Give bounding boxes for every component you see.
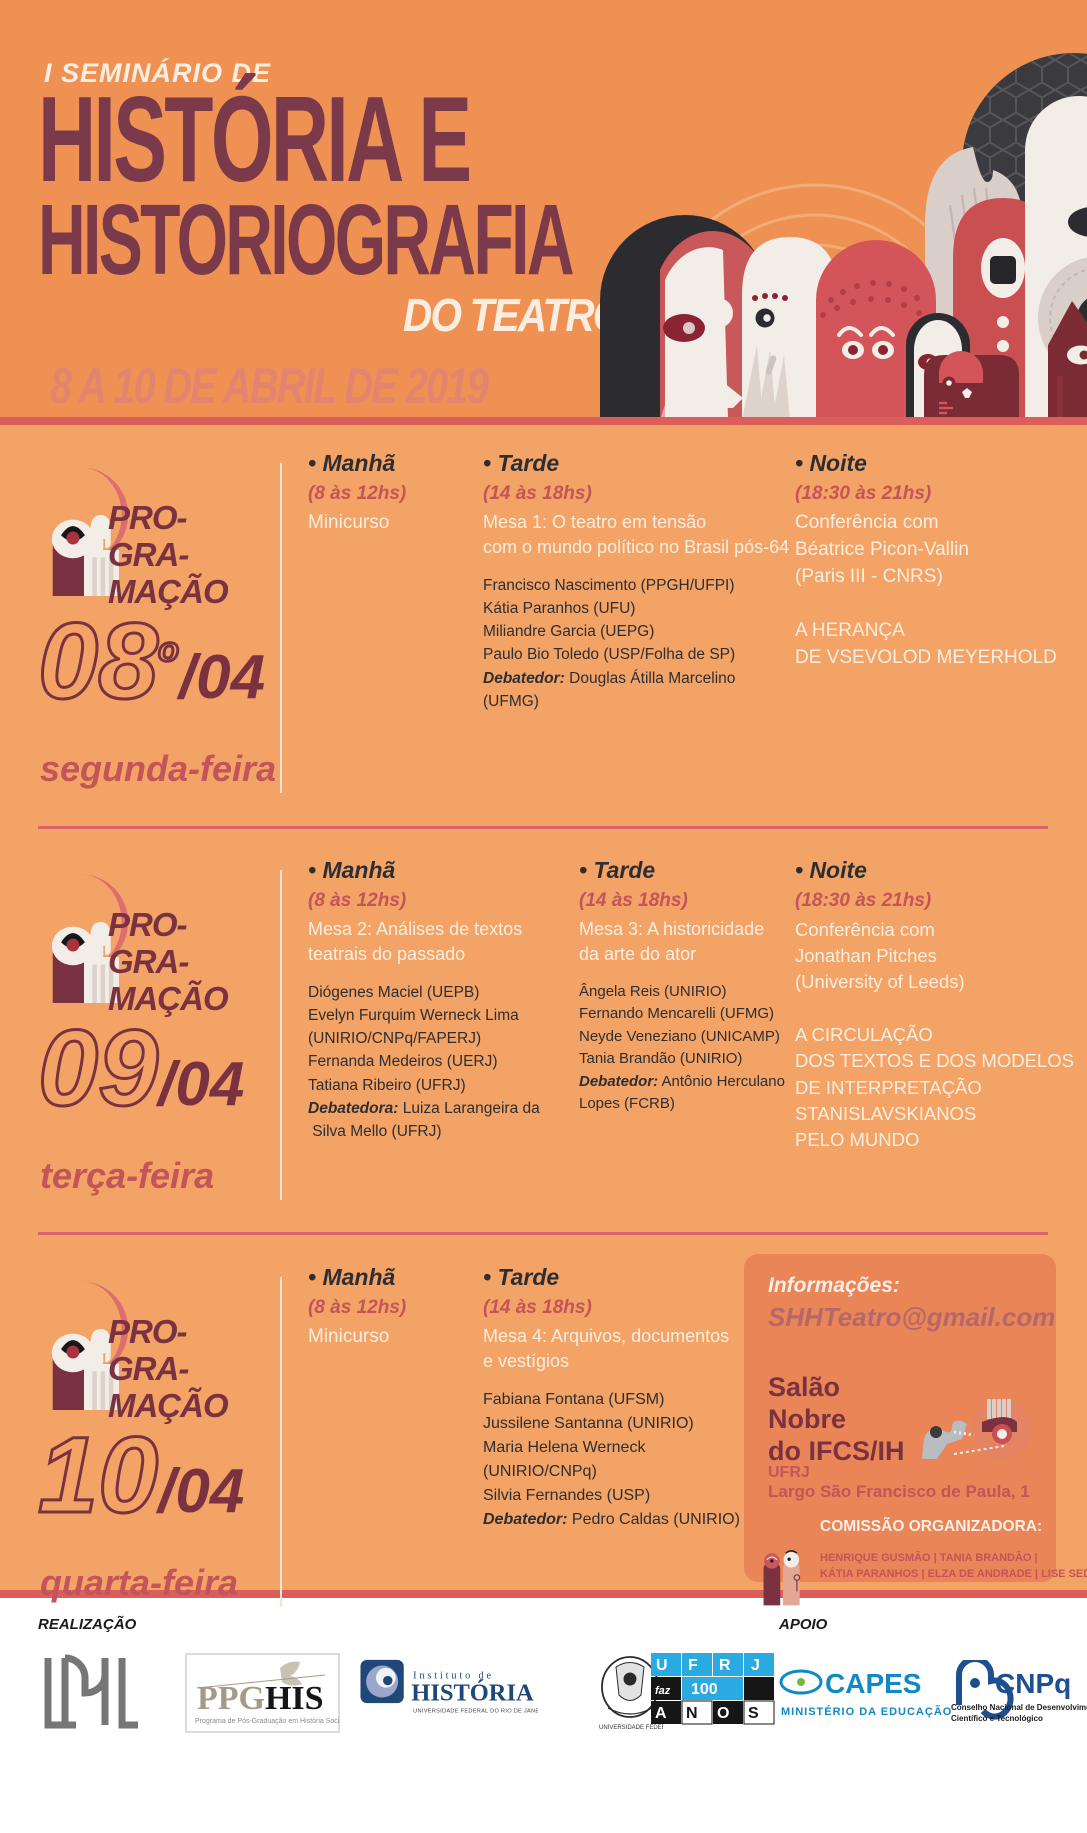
svg-text:Programa de Pós-Graduação em H: Programa de Pós-Graduação em História So… (195, 1718, 340, 1725)
svg-text:Científico e Tecnológico: Científico e Tecnológico (951, 1714, 1043, 1723)
svg-text:HISTÓRIA: HISTÓRIA (411, 1678, 534, 1706)
svg-text:Conselho Nacional de Desenvolv: Conselho Nacional de Desenvolvimento (951, 1703, 1087, 1712)
svg-text:U: U (656, 1657, 668, 1674)
svg-text:A: A (655, 1705, 667, 1722)
svg-text:1920 | 2020: 1920 | 2020 (653, 1732, 732, 1733)
svg-text:R: R (719, 1657, 731, 1674)
svg-text:faz: faz (655, 1685, 671, 1697)
svg-text:UNIVERSIDADE FEDERAL DO RIO DE: UNIVERSIDADE FEDERAL DO RIO DE JANEIRO (413, 1709, 538, 1715)
svg-text:N: N (686, 1705, 698, 1722)
svg-text:CAPES: CAPES (825, 1668, 921, 1699)
svg-text:MINISTÉRIO DA EDUCAÇÃO: MINISTÉRIO DA EDUCAÇÃO (781, 1705, 952, 1718)
svg-text:O: O (717, 1705, 729, 1722)
svg-text:CNPq: CNPq (995, 1668, 1071, 1699)
svg-text:S: S (748, 1705, 759, 1722)
svg-text:100: 100 (691, 1681, 718, 1698)
svg-text:F: F (688, 1657, 698, 1674)
svg-text:PPGHIS: PPGHIS (197, 1680, 324, 1717)
svg-text:J: J (751, 1657, 760, 1674)
